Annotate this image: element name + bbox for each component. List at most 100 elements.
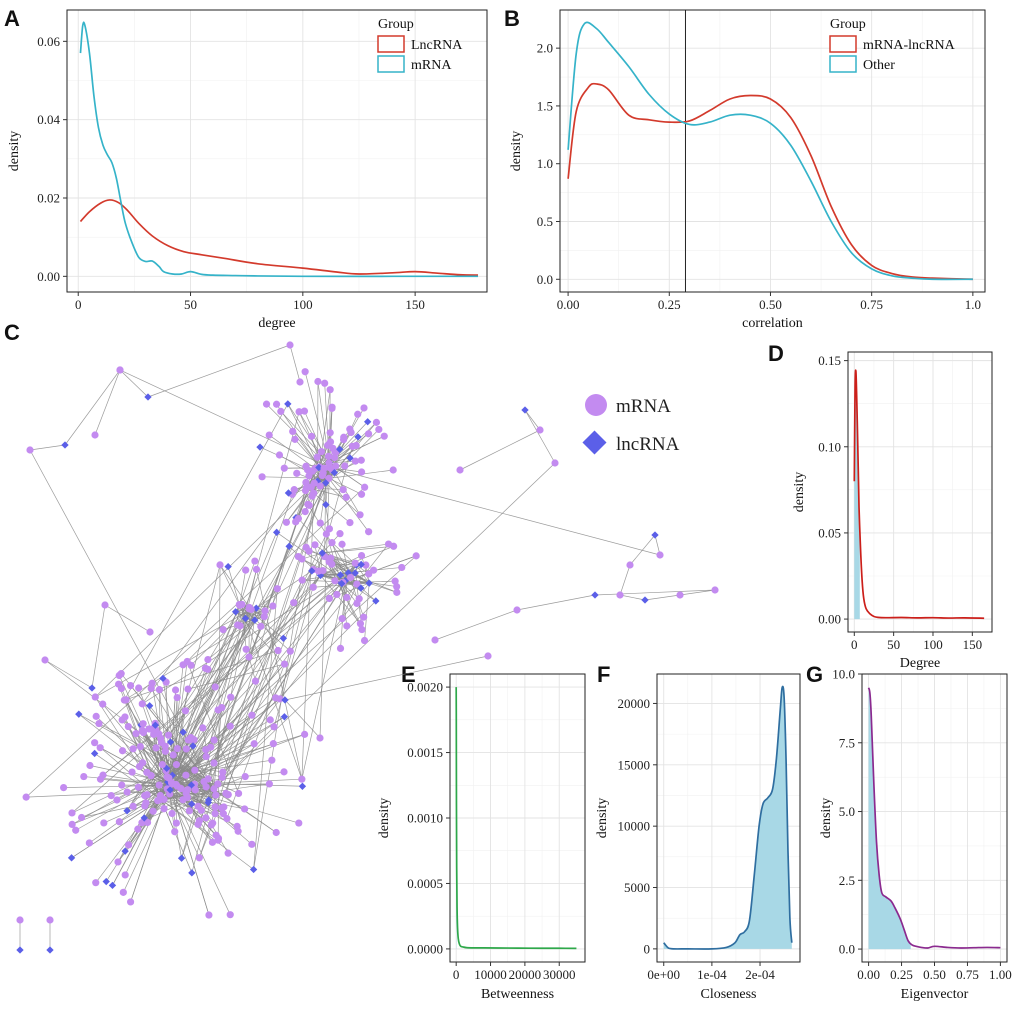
mrna-node: [390, 466, 397, 473]
mrna-node: [273, 401, 280, 408]
mrna-node: [328, 539, 335, 546]
mrna-node: [162, 743, 169, 750]
network-edge: [148, 345, 290, 397]
mrna-node: [257, 623, 264, 630]
mrna-node: [155, 730, 162, 737]
legend-lncrna-label: lncRNA: [616, 434, 680, 455]
network-nodes: [16, 341, 718, 953]
mrna-node: [132, 730, 139, 737]
lncrna-node: [641, 596, 648, 603]
mrna-node: [277, 408, 284, 415]
mrna-node: [220, 626, 227, 633]
mrna-node: [124, 788, 131, 795]
x-axis-label: Closeness: [701, 987, 757, 1002]
mrna-node: [303, 544, 310, 551]
mrna-node: [125, 841, 132, 848]
x-tick-label: 20000: [509, 967, 542, 982]
mrna-node: [80, 773, 87, 780]
mrna-node: [656, 551, 663, 558]
panel-label-a: A: [4, 6, 20, 31]
x-axis-label: Betweenness: [481, 987, 554, 1002]
mrna-node: [310, 584, 317, 591]
mrna-node: [156, 686, 163, 693]
mrna-node: [143, 769, 150, 776]
x-axis-label: Eigenvector: [901, 987, 969, 1002]
mrna-node: [171, 828, 178, 835]
y-tick-label: 0.00: [818, 612, 841, 627]
mrna-node: [100, 819, 107, 826]
mrna-node: [357, 620, 364, 627]
mrna-node: [373, 419, 380, 426]
mrna-node: [93, 713, 100, 720]
x-tick-label: 2e-04: [745, 967, 775, 982]
mrna-node: [130, 803, 137, 810]
mrna-node: [301, 731, 308, 738]
x-tick-label: 100: [923, 637, 943, 652]
mrna-node: [290, 599, 297, 606]
mrna-node: [143, 791, 150, 798]
network-edge: [199, 468, 329, 858]
mrna-node: [220, 803, 227, 810]
mrna-node: [352, 560, 359, 567]
mrna-node: [122, 871, 129, 878]
y-tick-label: 1.5: [537, 98, 553, 113]
mrna-node: [200, 778, 207, 785]
mrna-node: [360, 614, 367, 621]
mrna-node: [99, 700, 106, 707]
network-edge: [320, 468, 330, 738]
y-tick-label: 0.0: [537, 272, 553, 287]
mrna-node: [390, 543, 397, 550]
x-axis-label: correlation: [742, 316, 803, 331]
mrna-node: [317, 482, 324, 489]
y-axis-label: density: [7, 131, 22, 171]
mrna-node: [234, 621, 241, 628]
mrna-node: [205, 911, 212, 918]
network-edge: [322, 546, 393, 553]
x-tick-label: 50: [184, 297, 197, 312]
mrna-node: [219, 768, 226, 775]
x-tick-label: 10000: [474, 967, 507, 982]
mrna-node: [86, 839, 93, 846]
y-tick-label: 2.5: [839, 873, 855, 888]
mrna-node: [267, 716, 274, 723]
mrna-node: [339, 615, 346, 622]
lncrna-node: [299, 783, 306, 790]
mrna-node: [321, 465, 328, 472]
mrna-node: [253, 566, 260, 573]
mrna-node: [274, 647, 281, 654]
x-tick-label: 0.25: [658, 297, 681, 312]
lncrna-node: [109, 882, 116, 889]
mrna-node: [258, 473, 265, 480]
x-tick-label: 1.00: [989, 967, 1012, 982]
lncrna-node: [61, 441, 68, 448]
x-tick-label: 0.00: [857, 967, 880, 982]
y-axis-label: density: [819, 798, 834, 838]
mrna-node: [276, 451, 283, 458]
y-tick-label: 0.0000: [407, 941, 443, 956]
mrna-node: [159, 761, 166, 768]
mrna-node: [270, 723, 277, 730]
mrna-node: [283, 519, 290, 526]
y-tick-label: 7.5: [839, 735, 855, 750]
x-tick-label: 0.75: [860, 297, 883, 312]
mrna-node: [308, 433, 315, 440]
network-edge: [208, 581, 345, 803]
mrna-node: [140, 720, 147, 727]
mrna-node: [165, 774, 172, 781]
mrna-node: [168, 810, 175, 817]
mrna-node: [150, 808, 157, 815]
x-axis-label: degree: [258, 316, 295, 331]
mrna-node: [113, 796, 120, 803]
legend-entry-1: mRNA: [411, 58, 452, 73]
mrna-node: [251, 557, 258, 564]
mrna-node: [152, 744, 159, 751]
mrna-node: [227, 694, 234, 701]
mrna-node: [212, 791, 219, 798]
mrna-node: [298, 555, 305, 562]
x-tick-label: 0e+00: [647, 967, 680, 982]
y-axis-label: density: [595, 798, 610, 838]
y-tick-label: 0.10: [818, 439, 841, 454]
mrna-node: [356, 511, 363, 518]
mrna-node: [125, 723, 132, 730]
y-tick-label: 0.0015: [407, 745, 443, 760]
